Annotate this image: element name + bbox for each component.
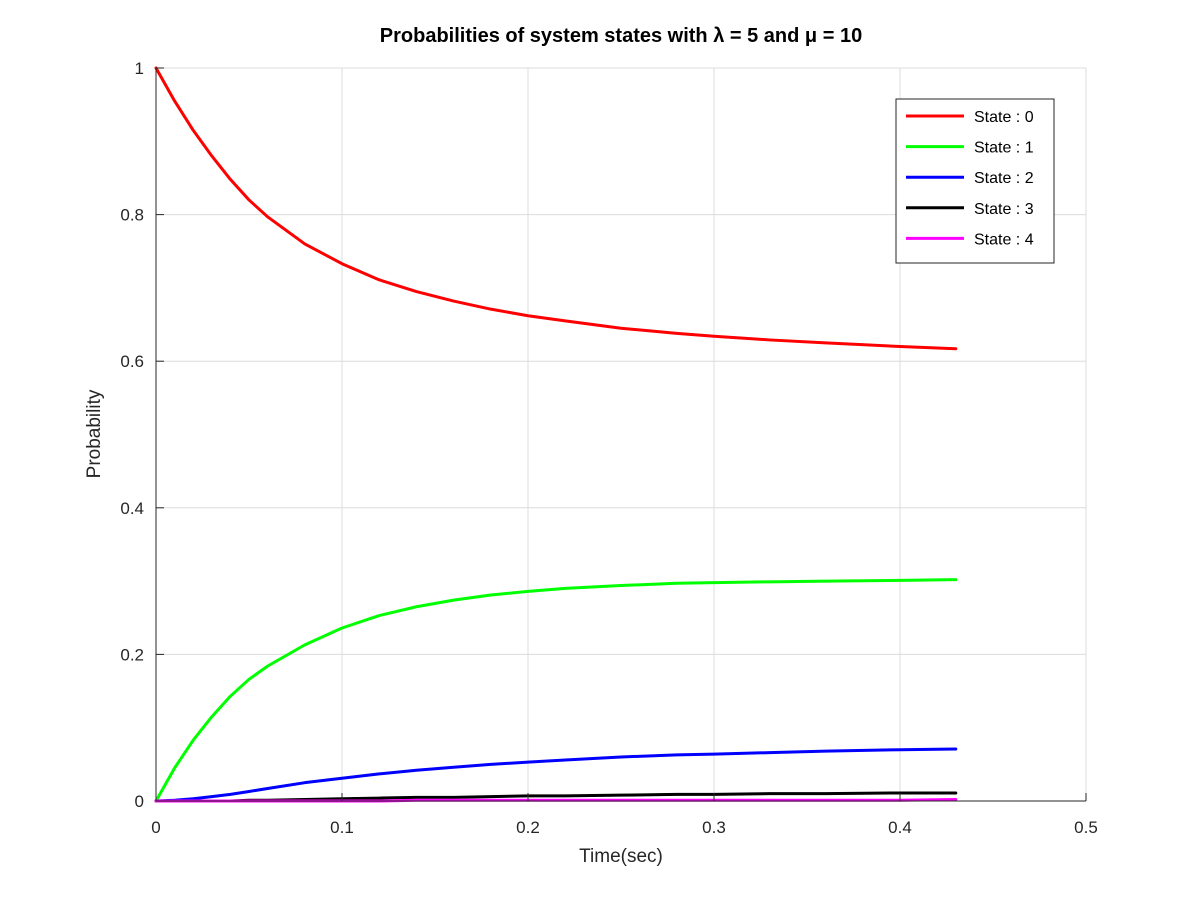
x-tick-label: 0.5 bbox=[1074, 818, 1098, 837]
x-tick-label: 0 bbox=[151, 818, 160, 837]
tick-labels: 0 0.1 0.2 0.3 0.4 0.5 0 0.2 0.4 0.6 0.8 1 bbox=[120, 59, 1097, 837]
chart-title: Probabilities of system states with λ = … bbox=[380, 25, 862, 47]
x-axis-label: Time(sec) bbox=[579, 846, 663, 867]
x-tick-label: 0.4 bbox=[888, 818, 912, 837]
legend-label-state-2: State : 2 bbox=[974, 170, 1034, 187]
x-tick-label: 0.2 bbox=[516, 818, 540, 837]
series-line-state-1 bbox=[154, 578, 958, 803]
legend: State : 0 State : 1 State : 2 State : 3 Stat… bbox=[895, 98, 1055, 264]
series-line-state-2 bbox=[154, 747, 958, 803]
legend-label-state-0: State : 0 bbox=[974, 109, 1034, 126]
x-tick-label: 0.1 bbox=[330, 818, 354, 837]
legend-label-state-3: State : 3 bbox=[974, 201, 1034, 218]
series-line-state-0 bbox=[154, 66, 958, 351]
y-axis-label: Probability bbox=[84, 389, 105, 478]
x-tick-label: 0.3 bbox=[702, 818, 726, 837]
legend-label-state-4: State : 4 bbox=[974, 231, 1034, 248]
axes bbox=[155, 67, 1087, 802]
y-tick-label: 1 bbox=[135, 59, 144, 78]
y-tick-label: 0.6 bbox=[120, 352, 144, 371]
y-tick-label: 0.4 bbox=[120, 499, 144, 518]
y-tick-label: 0.8 bbox=[120, 206, 144, 225]
y-tick-label: 0.2 bbox=[120, 645, 144, 664]
legend-label-state-1: State : 1 bbox=[974, 140, 1034, 157]
y-tick-label: 0 bbox=[135, 792, 144, 811]
legend-box bbox=[895, 98, 1055, 264]
